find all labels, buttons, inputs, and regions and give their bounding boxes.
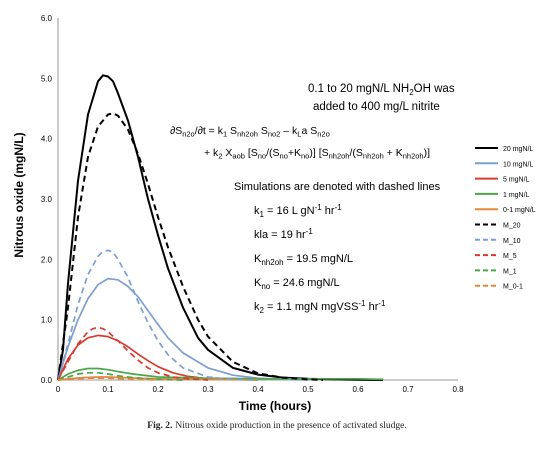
series-line-m-5 — [57, 326, 209, 381]
annotation-block: 0.1 to 20 mgN/L NH2OH was added to 400 m… — [170, 83, 455, 315]
caption-text: Nitrous oxide production in the presence… — [175, 421, 407, 431]
chart-axes — [57, 18, 458, 381]
legend-label: M_10 — [503, 238, 521, 245]
legend: 20 mgN/L 10 mgN/L 5 mgN/L 1 mgN/L 0-1 mgN/L M… — [475, 146, 536, 291]
legend-label: 10 mgN/L — [503, 161, 533, 168]
equation-line2: + k2 Xaob [Sno/(Sno+Kno)] [Snh2oh/(Snh2o… — [204, 147, 430, 161]
y-tick-label: 4.0 — [41, 135, 53, 144]
series-line-10-mgn-l — [57, 277, 309, 381]
y-tick-label: 5.0 — [41, 74, 53, 83]
y-tick-label: 6.0 — [41, 14, 53, 23]
x-tick-label: 0.5 — [302, 385, 314, 394]
legend-label: M_5 — [503, 253, 517, 260]
series-line-m-0-1 — [57, 377, 159, 381]
figure-caption: Fig. 2. Nitrous oxide production in the p… — [0, 421, 554, 431]
y-tick-label: 3.0 — [41, 195, 53, 204]
x-tick-label: 0.2 — [152, 385, 164, 394]
param-k1: k1 = 16 L gN-1 hr-1 — [254, 203, 342, 219]
simulation-note: Simulations are denoted with dashed line… — [234, 181, 441, 193]
series-line-1-mgn-l — [57, 367, 384, 381]
x-axis-label: Time (hours) — [239, 399, 311, 413]
x-tick-label: 0 — [56, 385, 61, 394]
x-tick-label: 0.1 — [102, 385, 114, 394]
legend-label: M_1 — [503, 268, 517, 275]
param-kla: kla = 19 hr-1 — [254, 227, 313, 241]
x-tick-label: 0.7 — [402, 385, 414, 394]
param-knh2oh: Knh2oh = 19.5 mgN/L — [254, 253, 353, 267]
series-line-m-10 — [57, 249, 259, 381]
legend-label: M_0-1 — [503, 284, 523, 291]
caption-label: Fig. 2. — [147, 421, 173, 431]
x-tick-label: 0.8 — [452, 385, 464, 394]
param-kno: Kno = 24.6 mgN/L — [254, 277, 340, 291]
legend-label: M_20 — [503, 223, 521, 230]
x-tick-label: 0.6 — [352, 385, 364, 394]
series-line-m-1 — [57, 371, 184, 381]
y-axis-label: Nitrous oxide (mgN/L) — [12, 132, 26, 257]
legend-label: 1 mgN/L — [503, 192, 530, 199]
legend-label: 0-1 mgN/L — [503, 207, 536, 214]
series-line-20-mgn-l — [57, 74, 384, 381]
equation-line1: ∂Sn2o/∂t = k1 Snh2oh Sno2 – kLa Sn2o — [170, 125, 330, 139]
chart: 0 0.1 0.2 0.3 0.4 0.5 0.6 0.7 0.8 0.0 1.0 2.0 3.0 4.0… — [12, 14, 536, 413]
x-tick-label: 0.4 — [252, 385, 264, 394]
legend-label: 5 mgN/L — [503, 177, 530, 184]
y-tick-label: 1.0 — [41, 316, 53, 325]
x-tick-label: 0.3 — [202, 385, 214, 394]
param-k2: k2 = 1.1 mgN mgVSS-1 hr-1 — [254, 299, 386, 315]
annotation-line2: added to 400 mg/L nitrite — [313, 101, 440, 113]
series-line-m-20 — [57, 112, 324, 381]
series-line-0-1-mgn-l — [57, 376, 259, 381]
y-tick-label: 0.0 — [41, 376, 53, 385]
tick-labels: 0 0.1 0.2 0.3 0.4 0.5 0.6 0.7 0.8 0.0 1.0 2.0 3.0 4.0… — [41, 14, 464, 394]
y-tick-label: 2.0 — [41, 255, 53, 264]
series-lines — [57, 74, 384, 381]
annotation-line1: 0.1 to 20 mgN/L NH2OH was — [308, 83, 455, 97]
legend-label: 20 mgN/L — [503, 146, 533, 153]
